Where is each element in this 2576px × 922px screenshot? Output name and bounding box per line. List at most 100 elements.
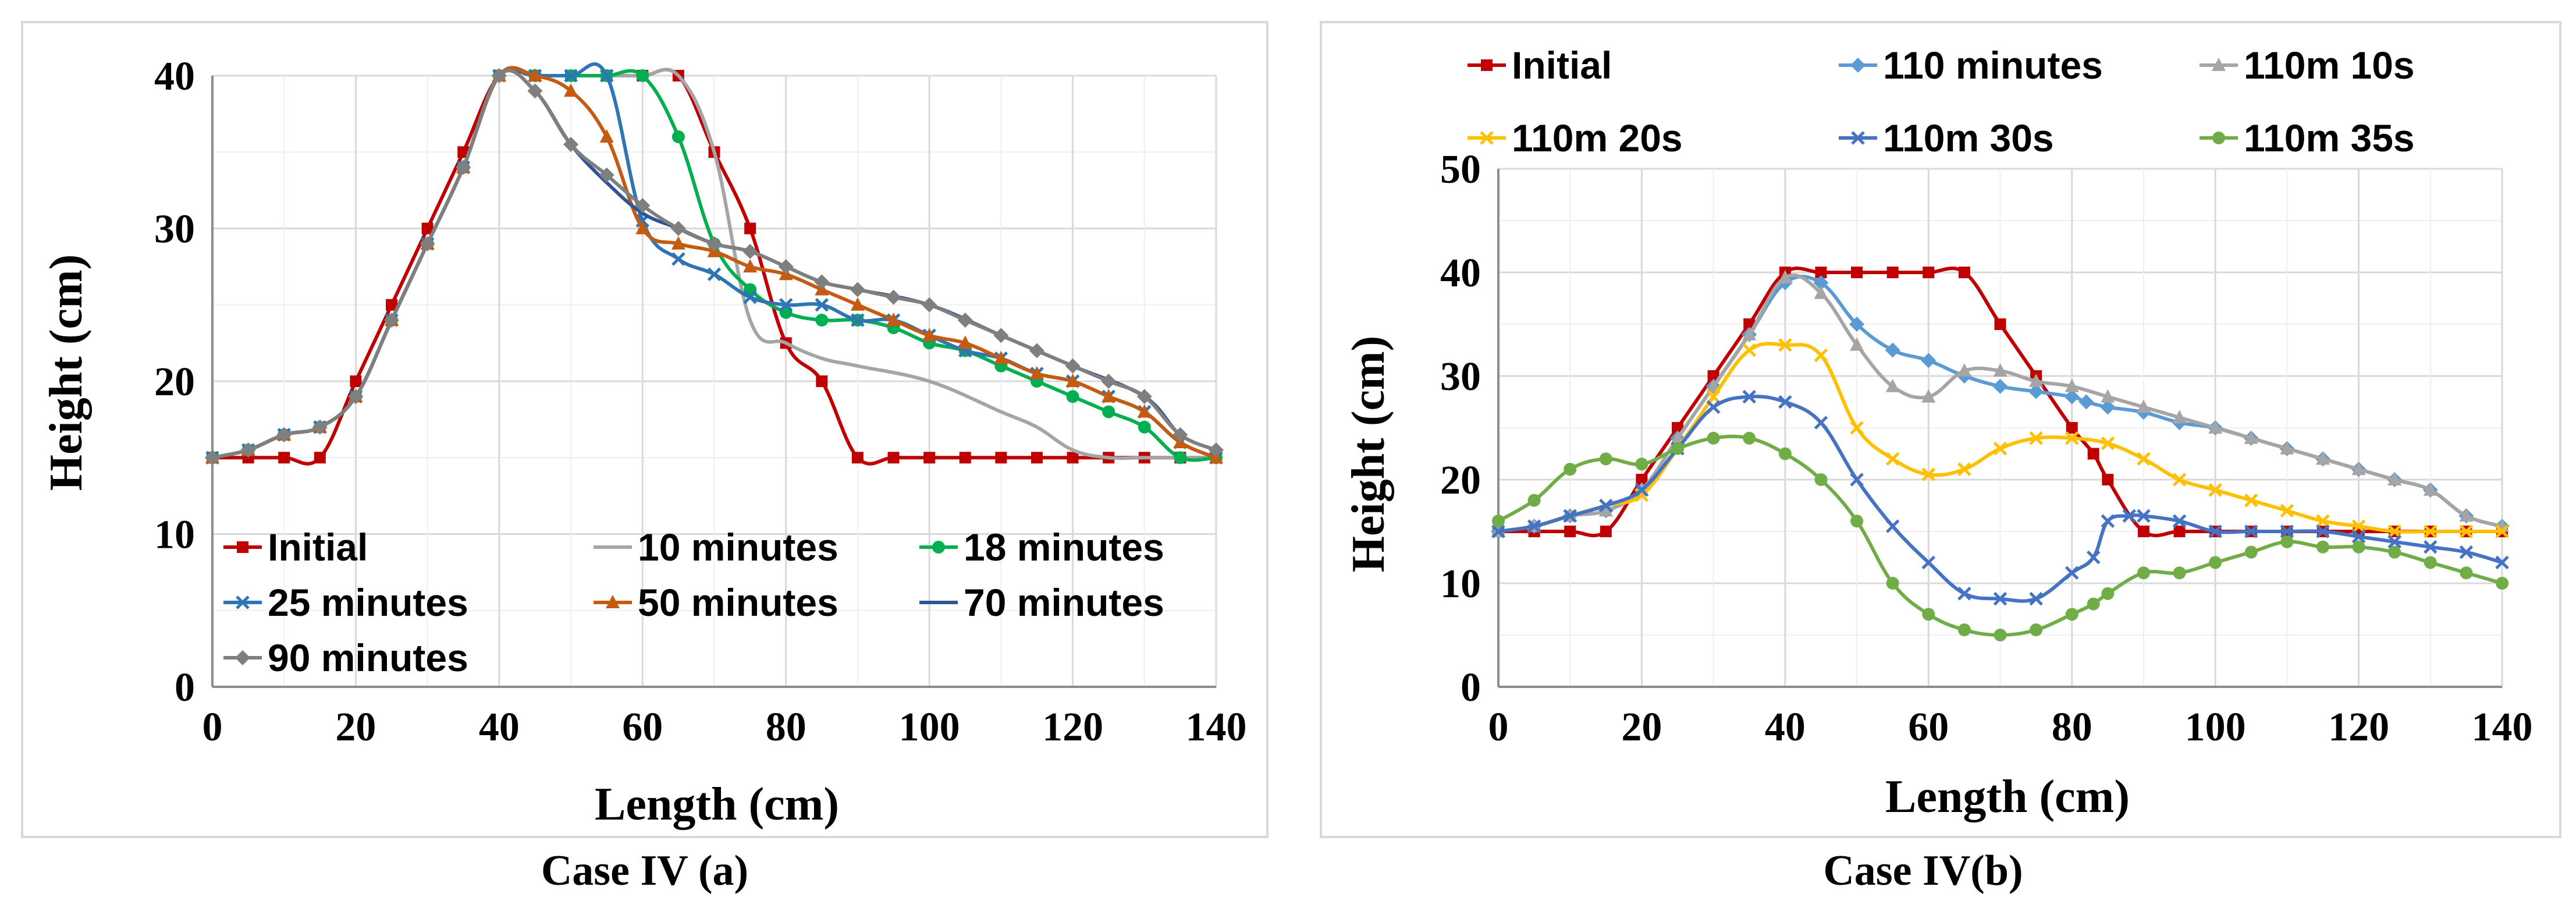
panel-b-series-110m-10s-point: [2101, 389, 2115, 403]
panel-b-series-110m-35s-point: [2280, 535, 2294, 548]
panel-b-legend-label: 110m 10s: [2244, 44, 2415, 87]
panel-a-series-initial-point: [278, 452, 290, 464]
panel-a-x-tick-label: 80: [766, 705, 806, 750]
panel-b-x-tick-label: 60: [1908, 705, 1949, 750]
panel-b-series-110m-35s-point: [2173, 566, 2186, 580]
panel-b-series-110m-30s-point: [2280, 524, 2294, 538]
panel-b-y-tick-label: 50: [1440, 147, 1481, 192]
panel-a-x-axis-label: Length (cm): [595, 779, 839, 830]
panel-a-series-initial-point: [744, 222, 756, 235]
panel-b-series-initial-point: [2087, 448, 2099, 460]
panel-b-x-tick-label: 20: [1621, 705, 1662, 750]
panel-b-series-110m-10s-point: [2315, 451, 2330, 465]
panel-a-series-90-minutes-point: [886, 289, 901, 305]
panel-b-y-tick-label: 0: [1461, 665, 1481, 710]
panel-a-series-90-minutes-point: [1029, 343, 1044, 359]
panel-b-series-110m-35s-point: [2137, 566, 2150, 580]
panel-b-series-110m-35s-point: [2460, 566, 2473, 580]
panel-b-series-initial-point: [1815, 267, 1827, 278]
panel-b-series-110m-35s-point: [2101, 587, 2115, 600]
panel-a-legend-marker: [932, 541, 945, 554]
panel-a-series-50-minutes-point: [635, 221, 650, 235]
panel-a-series-18-minutes-point: [1102, 405, 1115, 419]
panel-a-legend-marker: [236, 595, 250, 609]
panel-b-x-tick-label: 0: [1488, 705, 1509, 750]
panel-b-series-110-minutes-point: [1885, 342, 1900, 358]
panel-b-legend-item-110m-20s: 110m 20s: [1468, 116, 1683, 159]
panel-a-x-tick-label: 0: [202, 705, 223, 750]
panel-a-axes: 0 10 20 30 40 0 20 40 60 80 100 120 140: [154, 54, 1247, 750]
panel-a-series-90-minutes-point: [1065, 358, 1081, 374]
panel-a-series-90-minutes-point: [599, 167, 614, 183]
panel-a-series-90-minutes-point: [240, 442, 256, 458]
panel-a-series-25-minutes-point: [599, 69, 614, 83]
panel-b-series-110m-30s-point: [2086, 550, 2101, 565]
panel-b-series-110m-30s-point: [2208, 524, 2222, 538]
panel-b-series-110m-30s-point: [1885, 519, 1900, 533]
panel-a-series-initial-point: [887, 452, 900, 464]
panel-b-series-110m-10s-point: [2280, 441, 2294, 455]
panel-a-series-initial-point: [421, 222, 434, 235]
panel-a-series-90-minutes-point: [706, 236, 722, 251]
panel-b-series-110m-35s-point: [1564, 463, 1577, 476]
panel-a-series: [205, 62, 1224, 466]
panel-a-series-90-minutes-point: [276, 427, 292, 442]
panel-b-legend-item-110m-10s: 110m 10s: [2200, 44, 2415, 87]
panel-b-series-110m-30s-point: [1527, 519, 1541, 533]
panel-b-series-110m-35s-point: [1492, 515, 1505, 528]
panel-a-legend-label: 90 minutes: [268, 636, 468, 679]
panel-a-series-18-minutes-point: [1066, 390, 1079, 403]
panel-b-series-initial-point: [1707, 370, 1719, 382]
panel-b-series-110m-10s-point: [2208, 420, 2223, 434]
panel-a-series-90-minutes-point: [814, 274, 830, 290]
panel-a-series-90-minutes-point: [922, 297, 937, 313]
panel-a-series-50-minutes-point: [599, 129, 614, 143]
panel-a-legend-item-70-minutes: 70 minutes: [919, 581, 1164, 624]
panel-b-series-110m-30s-point: [2316, 524, 2330, 538]
panel-b-frame: [1320, 21, 2561, 838]
panel-b-series-110m-30s-point: [2387, 535, 2401, 549]
panel-b-series-110m-30s-point: [1563, 509, 1577, 523]
panel-a-series-initial-point: [816, 375, 828, 387]
panel-b-series-110m-10s-point: [1957, 363, 1971, 377]
panel-a-series-50-minutes-point: [886, 313, 901, 326]
panel-a-series-50-minutes-point: [958, 335, 972, 349]
panel-a-series-90-minutes-point: [850, 282, 865, 297]
panel-b-series-110m-35s-point: [2316, 540, 2329, 554]
panel-b-series-110m-10s-point: [2387, 472, 2402, 485]
panel-b-series-initial-point: [2173, 526, 2186, 537]
panel-b-x-tick-label: 120: [2328, 705, 2389, 750]
panel-b-x-tick-label: 80: [2052, 705, 2092, 750]
panel-a-x-tick-label: 100: [899, 705, 960, 750]
panel-b-legend-label: 110m 30s: [1883, 116, 2054, 159]
panel-a-series-initial-point: [350, 375, 362, 387]
panel-b-series-110m-20s-point: [2495, 524, 2509, 538]
panel-b-series-110m-10s-point: [1885, 378, 1900, 392]
panel-a-legend-label: 25 minutes: [268, 581, 468, 624]
panel-b-legend-marker: [2212, 58, 2226, 71]
panel-b-series-110m-20s-point: [1993, 441, 2007, 456]
panel-b-series-110m-35s: [1492, 431, 2509, 641]
panel-b-series-110m-10s-point: [2244, 430, 2258, 444]
panel-b-series-110m-20s-point: [2101, 436, 2115, 451]
panel-b-series-110m-10s-point: [1598, 503, 1613, 517]
panel-b-series-110m-35s-point: [1599, 452, 1612, 466]
panel-b-series-110m-30s-point: [1957, 587, 1971, 601]
panel-b-series-110m-20s-point: [1957, 462, 1971, 476]
chart-panel-b: 0 10 20 30 40 50 0 20 40 60 80 100 120 140 Initial 110…: [1320, 21, 2561, 895]
panel-b-series-110m-30s-point: [1742, 389, 1757, 404]
panel-a-series-90-minutes-point: [456, 159, 471, 175]
panel-a-series-50-minutes-point: [671, 236, 685, 250]
panel-b-series-initial-point: [1851, 267, 1863, 278]
panel-b-series-initial-point: [1994, 318, 2006, 330]
panel-b-series-110-minutes-point: [2100, 399, 2116, 415]
panel-b-legend-item-110m-35s: 110m 35s: [2200, 116, 2415, 159]
panel-b-legend-label: 110m 35s: [2244, 116, 2415, 159]
panel-b-series-110m-30s-point: [1599, 498, 1613, 513]
panel-a-legend-label: 70 minutes: [964, 581, 1164, 624]
panel-a-y-tick-label: 20: [154, 360, 195, 405]
panel-b-legend-item-initial: Initial: [1468, 44, 1612, 87]
panel-b-series-110m-35s-point: [1778, 447, 1792, 460]
panel-a-series-90-minutes-point: [312, 419, 328, 435]
panel-a-series-90-minutes-point: [1136, 389, 1152, 405]
